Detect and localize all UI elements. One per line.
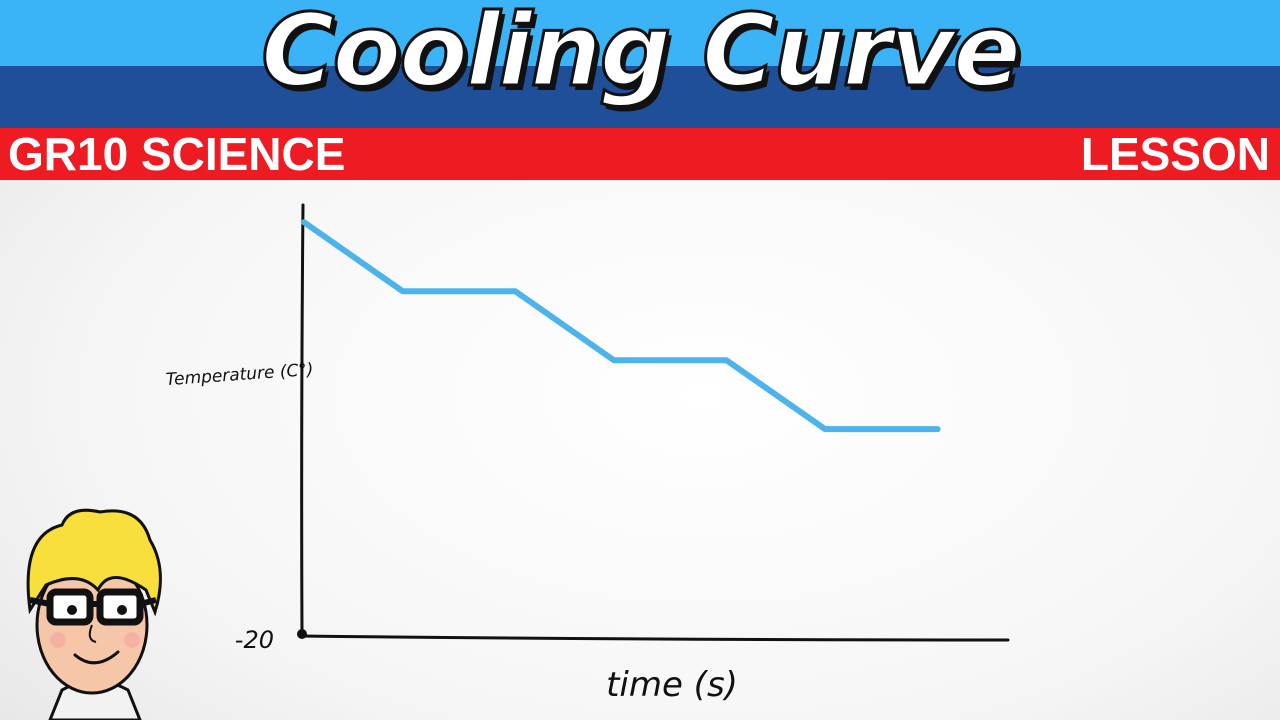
header-light-band (0, 0, 1280, 66)
origin-dot (297, 629, 307, 639)
x-axis (298, 634, 1010, 642)
lesson-tag: LESSON (1080, 128, 1270, 180)
y-axis-label: Temperature (C°) (165, 360, 314, 390)
cartoon-boy-with-glasses-icon (26, 508, 162, 720)
header-dark-band (0, 66, 1280, 128)
header-red-band (0, 128, 1280, 180)
y-tick-label: -20 (235, 626, 274, 654)
subject-tag: GR10 SCIENCE (8, 128, 346, 180)
y-axis (300, 203, 305, 638)
chart-axes (297, 203, 1010, 642)
x-axis-label: time (s) (606, 665, 738, 705)
page-title: Cooling Curve (260, 0, 1023, 111)
cooling-curve-line (301, 219, 941, 433)
